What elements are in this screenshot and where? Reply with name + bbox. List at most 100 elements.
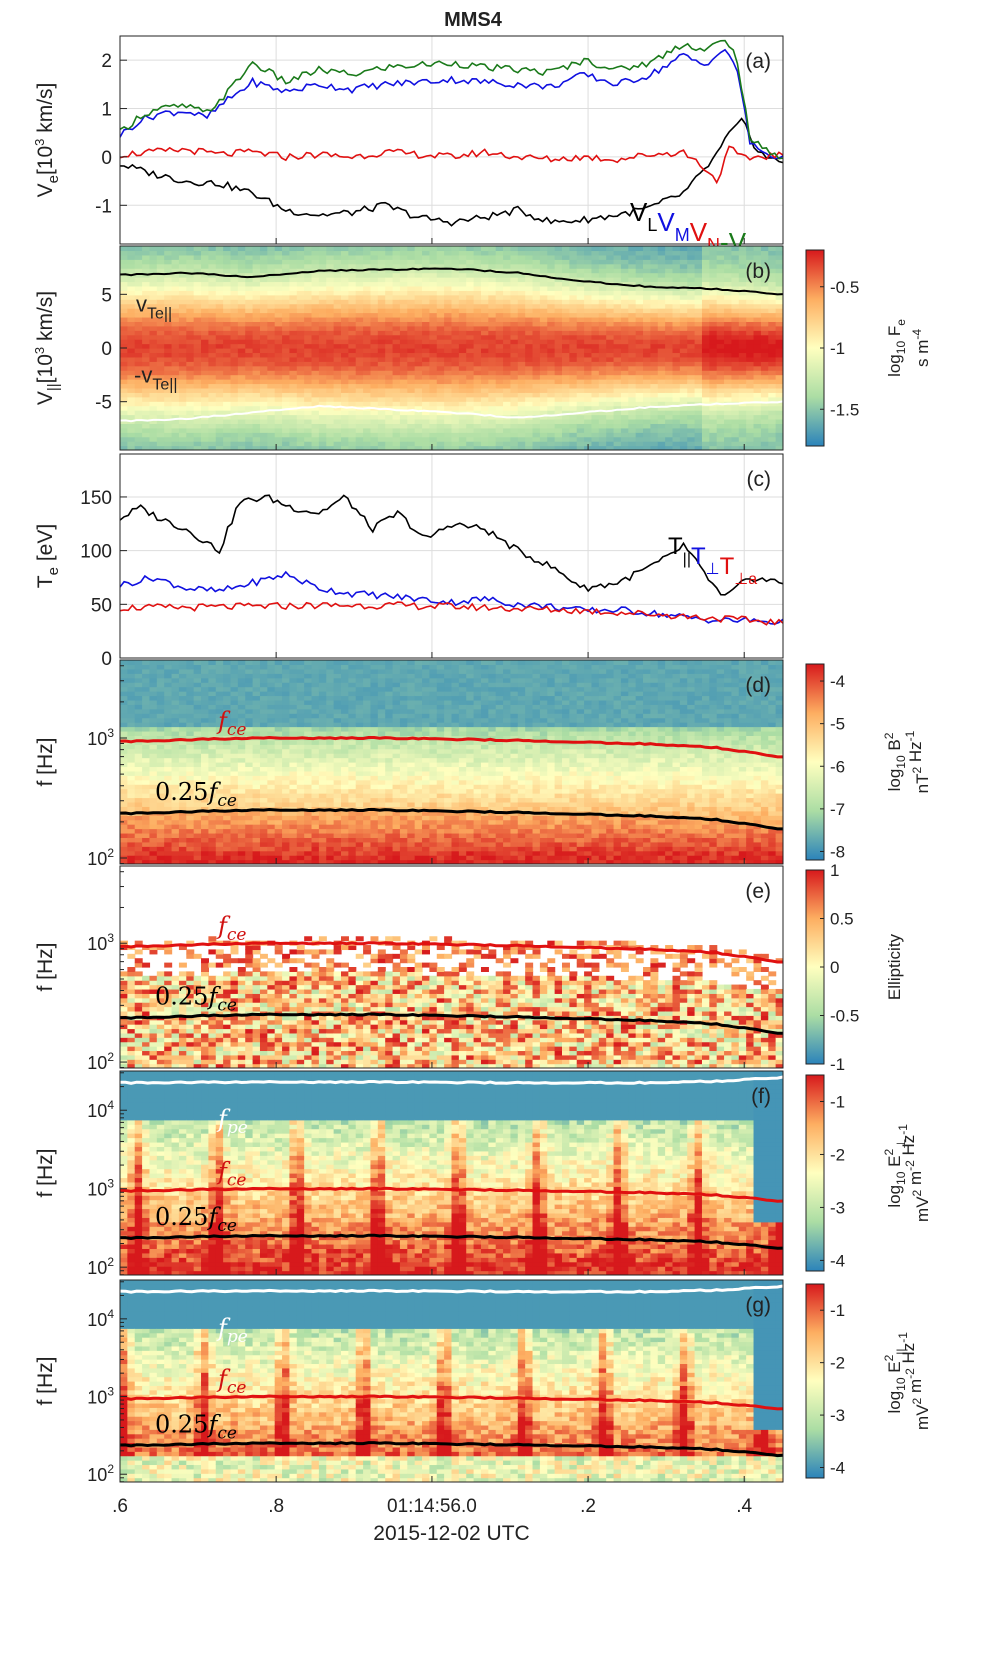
series-V_N [120,145,783,185]
y-axis-label: V||[103 km/s] [32,291,62,405]
y-tick-label: 0 [101,148,112,169]
colorbar-tick-label: -2 [830,1354,845,1373]
panel-e: 102 103 f [Hz] (e) fce 0.25fce 1 0.5 0 -0.5 -1 Elli… [34,861,904,1074]
panel-d-plot-area [120,660,783,864]
panel-b-heatmap [120,246,783,450]
panel-label: (g) [745,1294,771,1317]
colorbar [805,1283,825,1479]
colorbar-label: log10 E2|| [882,1348,908,1413]
panel-c-background [120,454,783,658]
quarter-fce-line [120,1012,783,1035]
y-tick-label: 5 [101,285,112,306]
y-tick-label: 104 [87,1098,114,1121]
vte-minus-label: -vTe|| [134,362,178,393]
colorbar-tick-label: -1 [830,1055,845,1074]
y-tick-label: 102 [87,1050,114,1073]
quarter-fce-line [120,1233,783,1250]
x-tick-label: .2 [580,1496,596,1517]
vte-minus-line [120,400,783,423]
y-tick-label: 102 [87,1255,114,1278]
panel-f-plot-area [120,1071,783,1275]
panel-a-background [120,36,783,244]
panel-e-plot-area [120,936,783,1068]
y-axis-label: Te [eV] [34,524,62,588]
panel-label: (b) [745,260,771,283]
panel-g-frame [119,1279,784,1483]
panel-g-heatmap [120,1280,783,1482]
series-T_par [120,494,783,596]
colorbar-tick-label: 0.5 [830,910,854,929]
y-tick-label: 50 [91,595,112,616]
panel-g-plot-area [120,1280,783,1482]
y-tick-label: 150 [80,488,112,509]
colorbar-tick-label: -1 [830,1301,845,1320]
quarter-fce-label: 0.25fce [155,982,237,1015]
fce-label: fce [216,912,246,945]
panel-c-plot-area [120,454,783,658]
panel-a-plot-area [120,36,783,244]
colorbar [805,663,825,861]
y-axis-label: f [Hz] [34,942,57,991]
quarter-fce-label: 0.25fce [155,1203,237,1236]
panel-d-frame [119,659,784,865]
fpe-line [120,1075,783,1085]
colorbar-tick-label: -4 [830,1459,845,1478]
colorbar [805,1074,825,1272]
colorbar-label: log10 Fe [885,319,908,377]
y-tick-label: -1 [95,196,112,217]
colorbar-tick-label: -1 [830,1092,845,1111]
series-T_perp_a [120,601,783,626]
y-axis-label: f [Hz] [34,1148,57,1197]
panel-b-plot-area [120,246,783,450]
colorbar-tick-label: -5 [830,715,845,734]
panel-d-heatmap [120,660,783,864]
colorbar-label: log10 E2⊥ [882,1138,908,1207]
panel-b: -5 0 5 V||[103 km/s] (b) vTe|| -vTe|| -0.5 -1 -1.… [32,245,932,451]
panel-f-heatmap [120,1071,783,1275]
x-axis: .6 .8 01:14:56.0 .2 .4 2015-12-02 UTC [112,1496,752,1545]
vte-plus-label: vTe|| [136,291,172,322]
y-tick-label: 102 [87,1462,114,1485]
colorbar-tick-label: 0 [830,958,839,977]
fce-line [120,1186,783,1203]
colorbar-unit-label: s m-4 [910,329,932,367]
series-V_L [120,117,783,227]
colorbar-tick-label: 1 [830,861,839,880]
panel-c-frame [119,453,784,659]
y-tick-label: 100 [80,542,112,563]
y-axis-label: f [Hz] [34,737,57,786]
colorbar-tick-label: -3 [830,1406,845,1425]
fce-line [120,941,783,964]
x-tick-label: 01:14:56.0 [387,1496,477,1517]
y-tick-label: 103 [87,726,114,749]
y-tick-label: 104 [87,1307,114,1330]
y-tick-label: 102 [87,846,114,869]
panel-label: (c) [747,468,772,491]
colorbar-tick-label: -2 [830,1145,845,1164]
panel-label: (f) [751,1085,771,1108]
fce-line [120,735,783,759]
panel-e-frame [119,865,784,1069]
colorbar-tick-label: -0.5 [830,1007,859,1026]
panel-c: 0 50 100 150 Te [eV] (c) T||T⊥T⊥a [34,453,784,670]
vte-plus-line [120,267,783,296]
series-V_M [120,48,783,160]
quarter-fce-line [120,1441,783,1458]
colorbar-tick-label: -6 [830,757,845,776]
colorbar-tick-label: -1 [830,339,845,358]
panel-a-frame [119,35,784,245]
legend: T||T⊥T⊥a [668,533,757,588]
fce-line [120,1394,783,1411]
y-tick-label: 2 [101,51,112,72]
colorbar-tick-label: -4 [830,1251,845,1270]
colorbar-unit-label: nT2 Hz-1 [903,730,932,793]
fpe-line [120,1284,783,1294]
y-tick-label: 103 [87,1385,114,1408]
panel-label: (a) [745,50,771,73]
colorbar-tick-label: -8 [830,842,845,861]
